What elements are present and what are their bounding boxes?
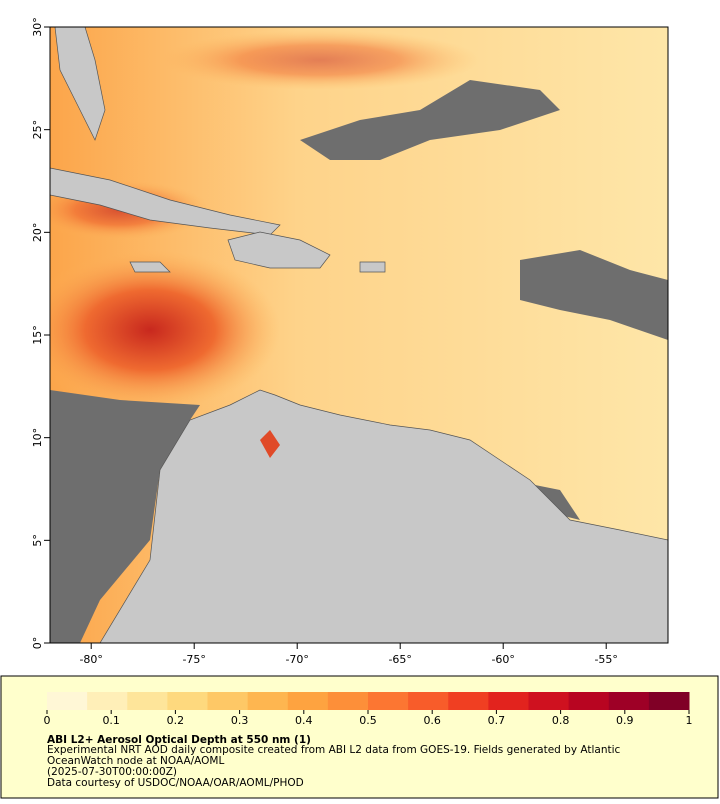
colorbar-segment (568, 692, 610, 710)
cloud-mask (520, 250, 668, 340)
lake-maracaibo (260, 430, 280, 458)
colorbar-segment (87, 692, 128, 710)
cloud-mask (50, 390, 200, 643)
colorbar-tick-label: 0.8 (552, 714, 570, 727)
y-tick-label: 25° (31, 120, 44, 140)
colorbar-tick-label: 0.6 (423, 714, 441, 727)
colorbar-segment (287, 692, 329, 710)
colorbar-segment (167, 692, 208, 710)
y-tick-label: 10° (31, 428, 44, 448)
x-tick-label: -60° (491, 653, 514, 666)
cloud-mask (300, 80, 560, 160)
colorbar-segment (47, 692, 88, 710)
y-tick-label: 5° (31, 534, 44, 547)
y-tick-label: 30° (31, 17, 44, 37)
south-america (99, 389, 668, 643)
colorbar-tick-label: 0.4 (295, 714, 313, 727)
dust-plume (160, 30, 480, 90)
colorbar-segment (648, 692, 690, 710)
caption-line: Experimental NRT AOD daily composite cre… (47, 744, 621, 756)
x-tick-label: -55° (594, 653, 617, 666)
colorbar-tick-label: 0.2 (167, 714, 185, 727)
map-area (50, 27, 668, 643)
x-tick-label: -70° (285, 653, 308, 666)
colorbar-tick-label: 0.5 (359, 714, 377, 727)
caption-line: OceanWatch node at NOAA/AOML (47, 755, 224, 767)
hispaniola (227, 231, 331, 269)
colorbar-segment (448, 692, 489, 710)
y-tick-label: 20° (31, 223, 44, 243)
colorbar-tick-label: 0.3 (231, 714, 249, 727)
colorbar-tick-label: 0.9 (616, 714, 634, 727)
colorbar-tick-label: 0.7 (488, 714, 506, 727)
x-tick-label: -75° (182, 653, 205, 666)
colorbar-tick-label: 0.1 (102, 714, 120, 727)
colorbar-segment (608, 692, 650, 710)
y-tick-label: 0° (31, 637, 44, 650)
jamaica (129, 261, 171, 273)
caption-line: Data courtesy of USDOC/NOAA/OAR/AOML/PHO… (47, 777, 304, 789)
colorbar-segment (408, 692, 449, 710)
x-tick-label: -80° (79, 653, 102, 666)
colorbar-segment (207, 692, 249, 710)
caption-line: (2025-07-30T00:00:00Z) (47, 766, 177, 778)
florida (54, 27, 106, 141)
colorbar-segment (528, 692, 570, 710)
colorbar-segment (247, 692, 289, 710)
colorbar-segment (127, 692, 168, 710)
dust-plume (50, 250, 280, 410)
colorbar-segment (488, 692, 529, 710)
x-tick-label: -65° (388, 653, 411, 666)
colorbar-segment (327, 692, 369, 710)
colorbar-tick-label: 1 (686, 714, 693, 727)
colorbar-tick-label: 0 (44, 714, 51, 727)
colorbar-segment (368, 692, 409, 710)
caption-title: ABI L2+ Aerosol Optical Depth at 550 nm … (47, 734, 311, 746)
puerto-rico (359, 261, 386, 273)
y-tick-label: 15° (31, 325, 44, 345)
